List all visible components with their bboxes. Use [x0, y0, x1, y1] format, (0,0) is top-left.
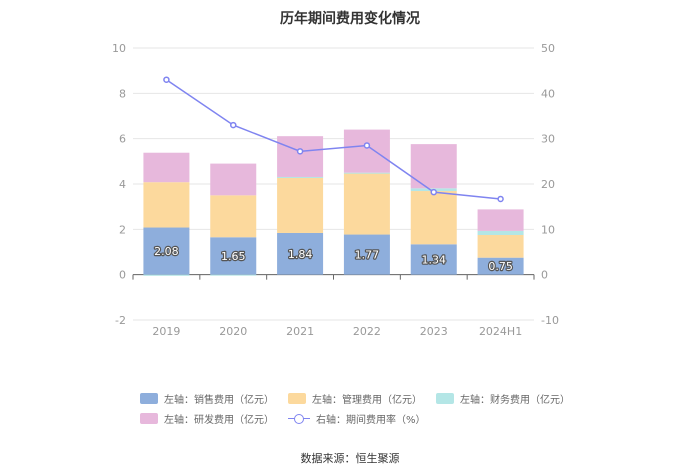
line-point-rate — [363, 142, 371, 149]
legend-swatch-finance — [436, 392, 454, 404]
y-right-tick-label: 10 — [541, 223, 555, 236]
line-rate — [165, 79, 501, 200]
bar-sales — [343, 234, 390, 275]
legend-item-rd[interactable]: 左轴：研发费用（亿元） — [140, 411, 274, 426]
data-label-sales: 0.75 — [488, 260, 513, 273]
legend-row-2: 左轴：研发费用（亿元） 右轴：期间费用率（%） — [140, 408, 600, 428]
line-point-rate — [296, 148, 304, 155]
bar-sales — [477, 257, 524, 275]
legend-swatch-sales — [140, 392, 158, 404]
bar-rd — [477, 209, 524, 231]
chart-title: 历年期间费用变化情况 — [280, 11, 420, 27]
bar-finance — [343, 172, 390, 174]
data-source: 数据来源：恒生聚源 — [300, 452, 400, 465]
y-left-tick-label: 0 — [119, 269, 126, 282]
x-tick-label: 2019 — [152, 325, 180, 338]
y-left-tick-label: -2 — [115, 314, 126, 327]
data-label-sales: 2.08 — [154, 245, 179, 258]
legend-row-1: 左轴：销售费用（亿元） 左轴：管理费用（亿元） 左轴：财务费用（亿元） — [140, 388, 600, 408]
y-right-tick-label: 50 — [541, 42, 555, 55]
bar-mgmt — [143, 182, 190, 228]
x-tick-label: 2020 — [219, 325, 247, 338]
legend-label-rd: 左轴：研发费用（亿元） — [164, 414, 274, 426]
x-tick-label: 2022 — [353, 325, 381, 338]
bar-mgmt — [477, 235, 524, 258]
y-right-tick-label: 30 — [541, 133, 555, 146]
legend-item-sales[interactable]: 左轴：销售费用（亿元） — [140, 391, 274, 406]
y-left-tick-label: 6 — [119, 133, 126, 146]
bar-mgmt — [343, 173, 390, 235]
bar-mgmt — [210, 195, 257, 238]
bar-sales — [143, 227, 190, 275]
data-label-sales: 1.84 — [288, 248, 313, 261]
y-left-tick-label: 4 — [119, 178, 126, 191]
bar-mgmt — [277, 177, 324, 233]
legend-swatch-rate-icon — [288, 413, 310, 424]
legend-label-rate: 右轴：期间费用率（%） — [316, 414, 426, 426]
bar-finance — [477, 230, 524, 235]
legend-label-finance: 左轴：财务费用（亿元） — [460, 394, 570, 406]
legend-label-sales: 左轴：销售费用（亿元） — [164, 394, 274, 406]
legend-label-mgmt: 左轴：管理费用（亿元） — [312, 394, 422, 406]
y-left-tick-label: 8 — [119, 87, 126, 100]
data-label-sales: 1.77 — [355, 249, 380, 262]
y-right-tick-label: -10 — [541, 314, 559, 327]
data-label-sales: 1.34 — [422, 253, 447, 266]
x-tick-label: 2021 — [286, 325, 314, 338]
bar-rd — [277, 136, 324, 177]
data-label-sales: 1.65 — [221, 250, 246, 263]
bar-sales — [277, 232, 324, 275]
line-point-rate — [230, 121, 237, 129]
bar-finance — [210, 274, 257, 276]
line-point-rate — [430, 188, 437, 196]
y-right-tick-label: 20 — [541, 178, 555, 191]
y-right-tick-label: 40 — [541, 87, 555, 100]
bar-finance — [143, 274, 190, 276]
bar-sales — [210, 237, 257, 275]
bar-rd — [210, 163, 257, 196]
legend: 左轴：销售费用（亿元） 左轴：管理费用（亿元） 左轴：财务费用（亿元） 左轴：研… — [140, 388, 600, 428]
x-tick-label: 2023 — [420, 325, 448, 338]
legend-swatch-mgmt — [288, 392, 306, 404]
line-point-rate — [497, 195, 504, 203]
bar-finance — [277, 176, 324, 178]
y-left-tick-label: 10 — [112, 42, 126, 55]
legend-item-rate[interactable]: 右轴：期间费用率（%） — [288, 411, 426, 426]
bar-mgmt — [410, 191, 457, 245]
x-tick-label: 2024H1 — [479, 325, 522, 338]
y-right-tick-label: 0 — [541, 269, 548, 282]
legend-item-finance[interactable]: 左轴：财务费用（亿元） — [436, 391, 570, 406]
legend-item-mgmt[interactable]: 左轴：管理费用（亿元） — [288, 391, 422, 406]
y-left-tick-label: 2 — [119, 223, 126, 236]
chart-canvas: -2 -10 0 0 2 10 4 20 6 30 8 40 10 50 2019 2020 2021 2022 2… — [112, 42, 559, 338]
bar-rd — [143, 152, 190, 183]
line-point-rate — [163, 76, 170, 83]
legend-swatch-rd — [140, 412, 158, 424]
bar-rd — [343, 129, 390, 173]
bar-sales — [410, 244, 457, 275]
